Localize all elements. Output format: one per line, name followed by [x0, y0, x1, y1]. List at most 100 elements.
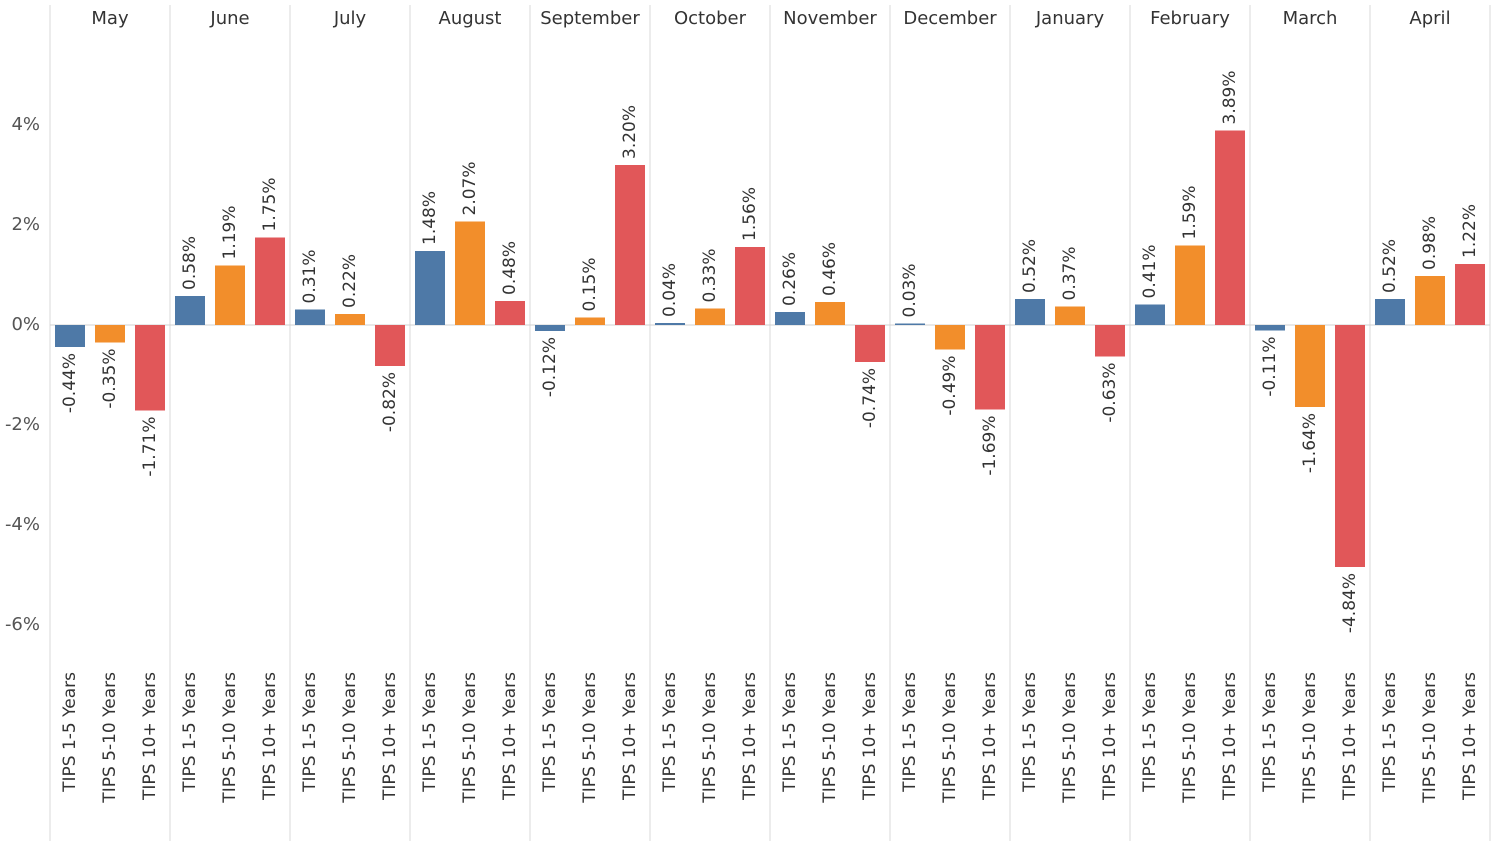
y-tick-label: 0% — [11, 314, 40, 335]
value-label: -0.44% — [60, 353, 80, 413]
category-label: TIPS 10+ Years — [500, 672, 520, 801]
bar — [695, 308, 725, 325]
category-label: TIPS 10+ Years — [1220, 672, 1240, 801]
bar — [375, 325, 405, 366]
category-label: TIPS 5-10 Years — [460, 672, 480, 804]
bar — [575, 317, 605, 325]
category-label: TIPS 1-5 Years — [900, 672, 920, 793]
bar — [1295, 325, 1325, 407]
month-header: May — [91, 8, 129, 29]
category-label: TIPS 5-10 Years — [940, 672, 960, 804]
category-label: TIPS 10+ Years — [140, 672, 160, 801]
bar — [775, 312, 805, 325]
bar — [455, 221, 485, 325]
category-label: TIPS 1-5 Years — [660, 672, 680, 793]
value-label: 3.20% — [620, 105, 640, 159]
value-label: 0.46% — [820, 242, 840, 296]
category-label: TIPS 5-10 Years — [100, 672, 120, 804]
value-label: 3.89% — [1220, 70, 1240, 124]
value-label: 1.22% — [1460, 204, 1480, 258]
category-label: TIPS 1-5 Years — [1260, 672, 1280, 793]
value-label: 0.37% — [1060, 246, 1080, 300]
value-label: 1.19% — [220, 205, 240, 259]
value-label: 1.59% — [1180, 185, 1200, 239]
value-label: 0.58% — [180, 236, 200, 290]
category-label: TIPS 1-5 Years — [1140, 672, 1160, 793]
bar — [415, 251, 445, 325]
value-label: -0.11% — [1260, 337, 1280, 397]
value-label: 1.56% — [740, 187, 760, 241]
bar — [95, 325, 125, 343]
category-label: TIPS 1-5 Years — [180, 672, 200, 793]
bar — [335, 314, 365, 325]
value-label: 0.48% — [500, 241, 520, 295]
value-label: 2.07% — [460, 161, 480, 215]
category-label: TIPS 5-10 Years — [700, 672, 720, 804]
category-label: TIPS 10+ Years — [980, 672, 1000, 801]
category-label: TIPS 10+ Years — [1460, 672, 1480, 801]
category-label: TIPS 1-5 Years — [60, 672, 80, 793]
category-label: TIPS 10+ Years — [260, 672, 280, 801]
value-label: -0.35% — [100, 349, 120, 409]
bar — [735, 247, 765, 325]
value-label: 0.52% — [1020, 239, 1040, 293]
bar — [255, 237, 285, 325]
bar — [1415, 276, 1445, 325]
bar — [975, 325, 1005, 410]
y-tick-label: 4% — [11, 114, 40, 135]
value-label: 0.26% — [780, 252, 800, 306]
bar — [175, 296, 205, 325]
value-label: 0.52% — [1380, 239, 1400, 293]
month-header: January — [1035, 8, 1105, 29]
month-header: October — [674, 8, 747, 29]
value-label: 0.41% — [1140, 244, 1160, 298]
month-header: June — [209, 8, 249, 29]
y-tick-label: -4% — [5, 514, 40, 535]
category-label: TIPS 10+ Years — [860, 672, 880, 801]
value-label: -0.49% — [940, 356, 960, 416]
category-label: TIPS 5-10 Years — [820, 672, 840, 804]
category-label: TIPS 10+ Years — [1100, 672, 1120, 801]
value-label: -1.69% — [980, 416, 1000, 476]
month-header: February — [1150, 8, 1230, 29]
category-label: TIPS 5-10 Years — [1060, 672, 1080, 804]
bar — [1215, 130, 1245, 325]
category-label: TIPS 1-5 Years — [540, 672, 560, 793]
month-header: August — [439, 8, 502, 29]
category-label: TIPS 1-5 Years — [1380, 672, 1400, 793]
month-header: April — [1409, 8, 1450, 29]
value-label: -4.84% — [1340, 573, 1360, 633]
bar — [215, 265, 245, 325]
bar — [1455, 264, 1485, 325]
bar — [55, 325, 85, 347]
y-tick-label: 2% — [11, 214, 40, 235]
month-header: March — [1283, 8, 1338, 29]
value-label: -0.74% — [860, 368, 880, 428]
category-label: TIPS 5-10 Years — [340, 672, 360, 804]
bar — [535, 325, 565, 331]
bar — [895, 323, 925, 325]
category-label: TIPS 1-5 Years — [420, 672, 440, 793]
month-header: July — [333, 8, 367, 29]
bar — [1175, 245, 1205, 325]
bar — [655, 323, 685, 325]
category-label: TIPS 10+ Years — [620, 672, 640, 801]
y-tick-label: -2% — [5, 414, 40, 435]
value-label: 0.31% — [300, 249, 320, 303]
category-label: TIPS 1-5 Years — [1020, 672, 1040, 793]
bar — [495, 301, 525, 325]
month-header: November — [783, 8, 877, 29]
category-label: TIPS 10+ Years — [740, 672, 760, 801]
y-tick-label: -6% — [5, 614, 40, 635]
bar — [1335, 325, 1365, 567]
value-label: 0.04% — [660, 263, 680, 317]
bar — [855, 325, 885, 362]
category-label: TIPS 1-5 Years — [780, 672, 800, 793]
value-label: 0.98% — [1420, 216, 1440, 270]
bar — [135, 325, 165, 411]
value-label: -1.64% — [1300, 413, 1320, 473]
bar — [935, 325, 965, 350]
month-header: September — [540, 8, 640, 29]
category-label: TIPS 5-10 Years — [1420, 672, 1440, 804]
